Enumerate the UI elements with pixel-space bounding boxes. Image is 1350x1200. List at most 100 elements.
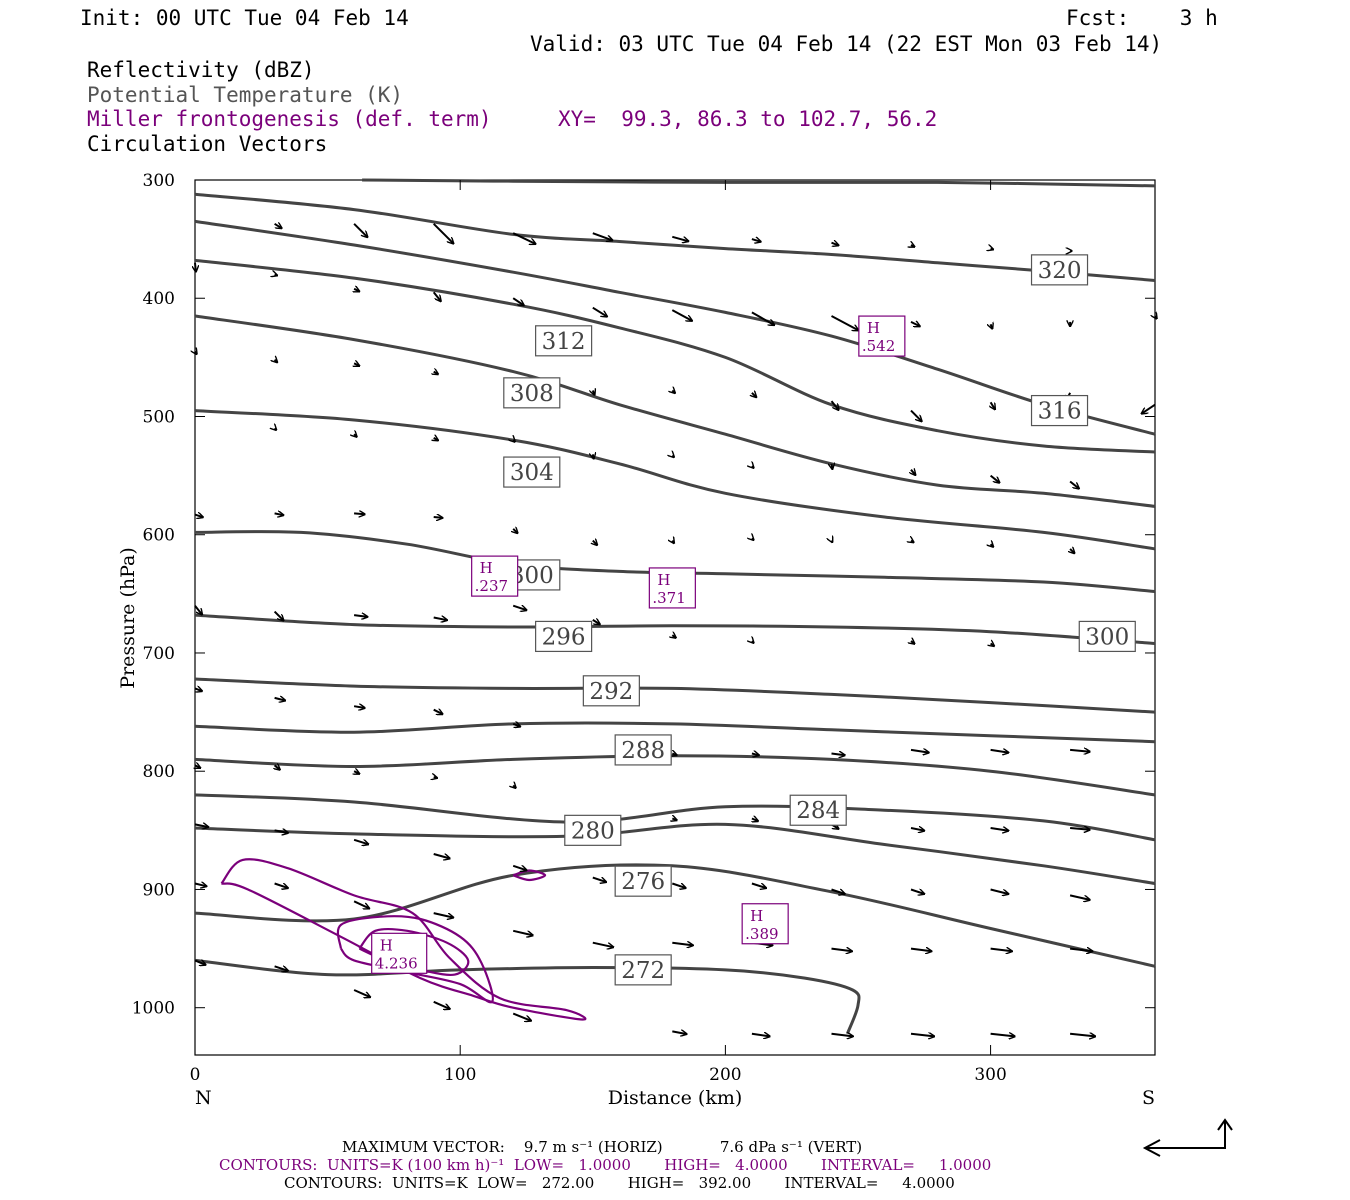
circulation-vector — [275, 360, 278, 363]
theta-contour-320 — [194, 192, 1156, 282]
frontogenesis-contour-1 — [220, 858, 587, 1021]
circulation-vector — [274, 224, 282, 229]
theta-contour-288 — [194, 754, 1156, 797]
circulation-vector — [990, 750, 1009, 753]
y-tick-label: 700 — [143, 644, 175, 664]
circulation-vector — [275, 428, 277, 430]
theta-label-box — [535, 620, 593, 653]
theta-contour-304 — [194, 409, 1156, 551]
footer-contours-frontogenesis: CONTOURS: UNITS=K (100 km h)⁻¹ LOW= 1.00… — [219, 1156, 992, 1174]
circulation-vector — [353, 838, 368, 845]
circulation-vector — [592, 232, 613, 240]
frontogenesis-max-label: H — [657, 571, 670, 589]
theta-contour-label: 312 — [542, 329, 586, 355]
circulation-vector — [592, 306, 607, 317]
circulation-vector — [274, 965, 289, 971]
frontogenesis-max-label: H — [380, 936, 393, 954]
circulation-vector — [672, 235, 688, 242]
circulation-vector — [353, 706, 365, 708]
circulation-vector — [512, 929, 533, 936]
y-tick-label: 400 — [143, 289, 175, 309]
circulation-vector — [1069, 894, 1090, 900]
circulation-vector — [751, 754, 759, 756]
circulation-vector — [273, 610, 284, 621]
theta-contour-label: 320 — [1038, 258, 1082, 284]
theta-contour-316 — [194, 219, 1156, 436]
x-tick-label: 300 — [974, 1065, 1006, 1085]
circulation-vector — [592, 620, 600, 625]
theta-contour-324 — [362, 178, 1156, 188]
theta-contour-280 — [194, 822, 1156, 885]
circulation-vector — [831, 754, 846, 756]
circulation-vector — [194, 515, 203, 518]
circulation-vector — [353, 989, 370, 997]
circulation-vector — [990, 949, 1013, 952]
theta-contour-308 — [194, 314, 1156, 508]
frontogenesis-max-box — [471, 555, 519, 597]
circulation-vector — [274, 830, 289, 833]
theta-contour-label: 296 — [542, 624, 586, 650]
theta-contour-label: 300 — [1085, 624, 1129, 650]
theta-contour-292 — [194, 721, 1156, 744]
circulation-vector — [752, 641, 754, 643]
vector-scale-legend — [1142, 1118, 1233, 1157]
circulation-vector — [512, 864, 527, 871]
circulation-vector — [831, 888, 846, 895]
circulation-vector — [433, 853, 450, 859]
theta-contour-label: 304 — [510, 460, 554, 486]
circulation-vector — [433, 912, 454, 918]
circulation-vector — [434, 777, 438, 778]
circulation-vector — [512, 297, 524, 305]
circulation-vector — [512, 724, 520, 727]
circulation-vector — [831, 243, 839, 246]
theta-contour-label: 292 — [589, 679, 633, 705]
circulation-vector — [990, 888, 1009, 895]
circulation-vector — [671, 309, 692, 321]
theta-label-box — [614, 734, 672, 766]
legend-potential-temperature: Potential Temperature (K) — [87, 83, 404, 107]
circulation-vector — [354, 771, 359, 774]
frontogenesis-max-label: H — [750, 907, 763, 925]
circulation-vector — [274, 513, 284, 515]
circulation-vector — [194, 960, 206, 965]
circulation-vector — [593, 391, 595, 396]
circulation-vector — [910, 409, 922, 422]
theta-contour-label: 288 — [621, 738, 665, 764]
circulation-vector — [353, 615, 368, 617]
circulation-vector — [831, 949, 853, 952]
circulation-vector — [512, 1012, 531, 1021]
theta-contour-label: 276 — [621, 869, 665, 895]
circulation-vector — [991, 401, 996, 409]
frontogenesis-max-value: .542 — [862, 337, 895, 355]
circulation-vector — [991, 249, 994, 250]
forecast-hour: Fcst: 3 h — [1066, 6, 1218, 30]
circulation-vector — [434, 438, 439, 441]
circulation-vector — [194, 824, 209, 827]
theta-label-box — [1078, 620, 1136, 653]
legend-miller-frontogenesis: Miller frontogenesis (def. term) — [87, 107, 492, 131]
valid-time: Valid: 03 UTC Tue 04 Feb 14 (22 EST Mon … — [530, 32, 1163, 56]
y-tick-label: 600 — [143, 526, 175, 546]
circulation-vector — [911, 470, 916, 475]
circulation-vector — [910, 322, 920, 327]
circulation-vector — [672, 943, 693, 946]
circulation-vector — [354, 363, 359, 366]
circulation-vector — [353, 223, 368, 238]
theta-contour-label: 308 — [510, 381, 554, 407]
circulation-vector — [275, 765, 280, 770]
circulation-vector — [195, 765, 200, 768]
theta-label-box — [564, 814, 622, 846]
theta-label-box — [503, 456, 561, 488]
theta-contour-label: 280 — [571, 818, 615, 844]
legend-reflectivity: Reflectivity (dBZ) — [87, 58, 315, 82]
circulation-vector — [672, 754, 677, 756]
circulation-vector — [513, 440, 515, 442]
circulation-vector — [752, 819, 758, 822]
circulation-vector — [1069, 1034, 1095, 1037]
circulation-vector — [1069, 480, 1079, 489]
y-tick-label: 300 — [143, 171, 175, 191]
circulation-vector — [672, 541, 674, 544]
circulation-vector — [1142, 403, 1156, 414]
y-tick-label: 800 — [143, 762, 175, 782]
